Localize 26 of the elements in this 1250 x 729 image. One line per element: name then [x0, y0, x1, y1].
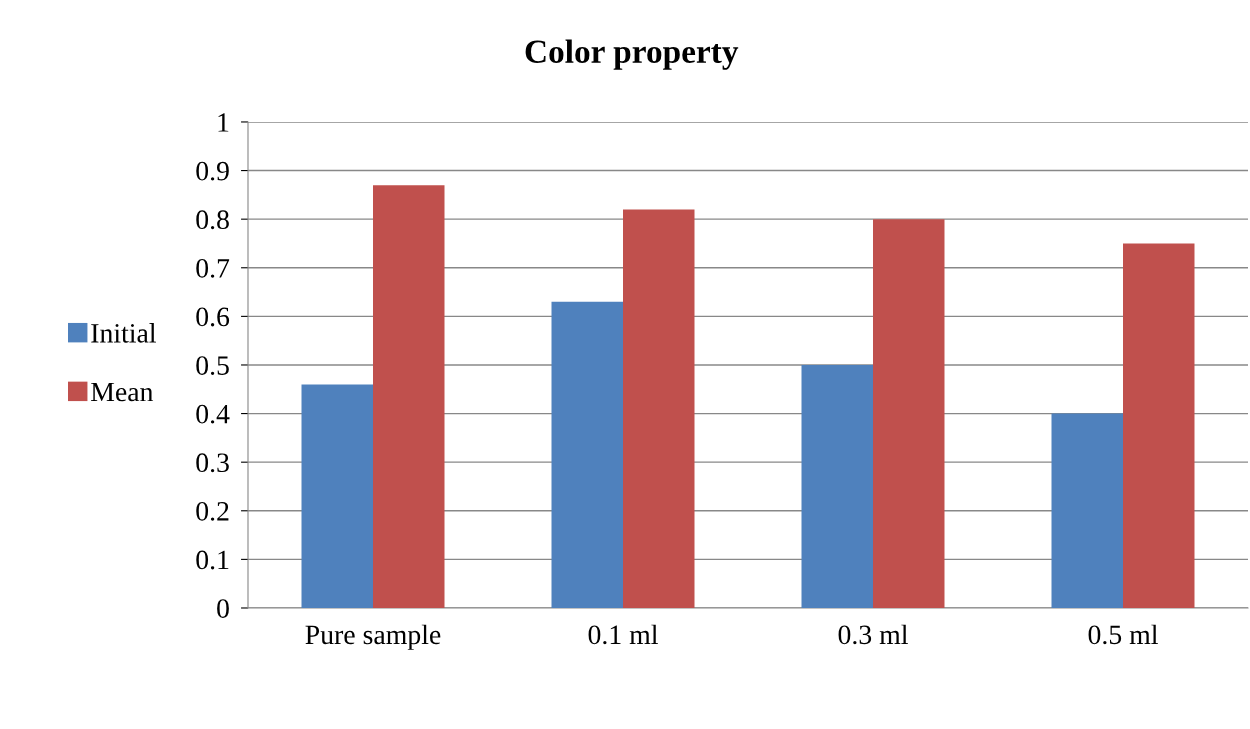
bar — [301, 384, 373, 608]
chart-title: Color property — [525, 39, 739, 70]
y-tick-label: 0.1 — [196, 550, 229, 570]
y-tick-label: 0.2 — [196, 501, 229, 521]
bar — [623, 209, 695, 608]
y-tick-label: 0.5 — [196, 356, 229, 376]
bar — [373, 185, 445, 608]
y-tick-label: 0.7 — [196, 258, 230, 278]
x-tick-label: 0.1 ml — [588, 624, 658, 645]
legend-label: Initial — [91, 323, 156, 343]
y-tick-label: 0.8 — [196, 210, 229, 230]
y-tick-label: 0.6 — [196, 307, 230, 327]
y-tick-label: 0.4 — [196, 404, 230, 424]
y-tick-label: 0.3 — [196, 453, 229, 473]
y-tick-label: 0 — [217, 599, 229, 618]
x-tick-label: 0.5 ml — [1088, 624, 1158, 645]
bar — [1123, 243, 1195, 608]
y-tick-label: 0.9 — [196, 161, 229, 181]
y-tick-label: 1 — [218, 113, 229, 132]
bar — [551, 301, 623, 608]
x-tick-label: 0.3 ml — [838, 624, 908, 645]
x-tick-label: Pure sample — [305, 624, 441, 650]
bar — [873, 219, 945, 608]
bar — [1051, 413, 1123, 608]
bar — [801, 364, 873, 608]
legend-label: Mean — [91, 382, 154, 402]
